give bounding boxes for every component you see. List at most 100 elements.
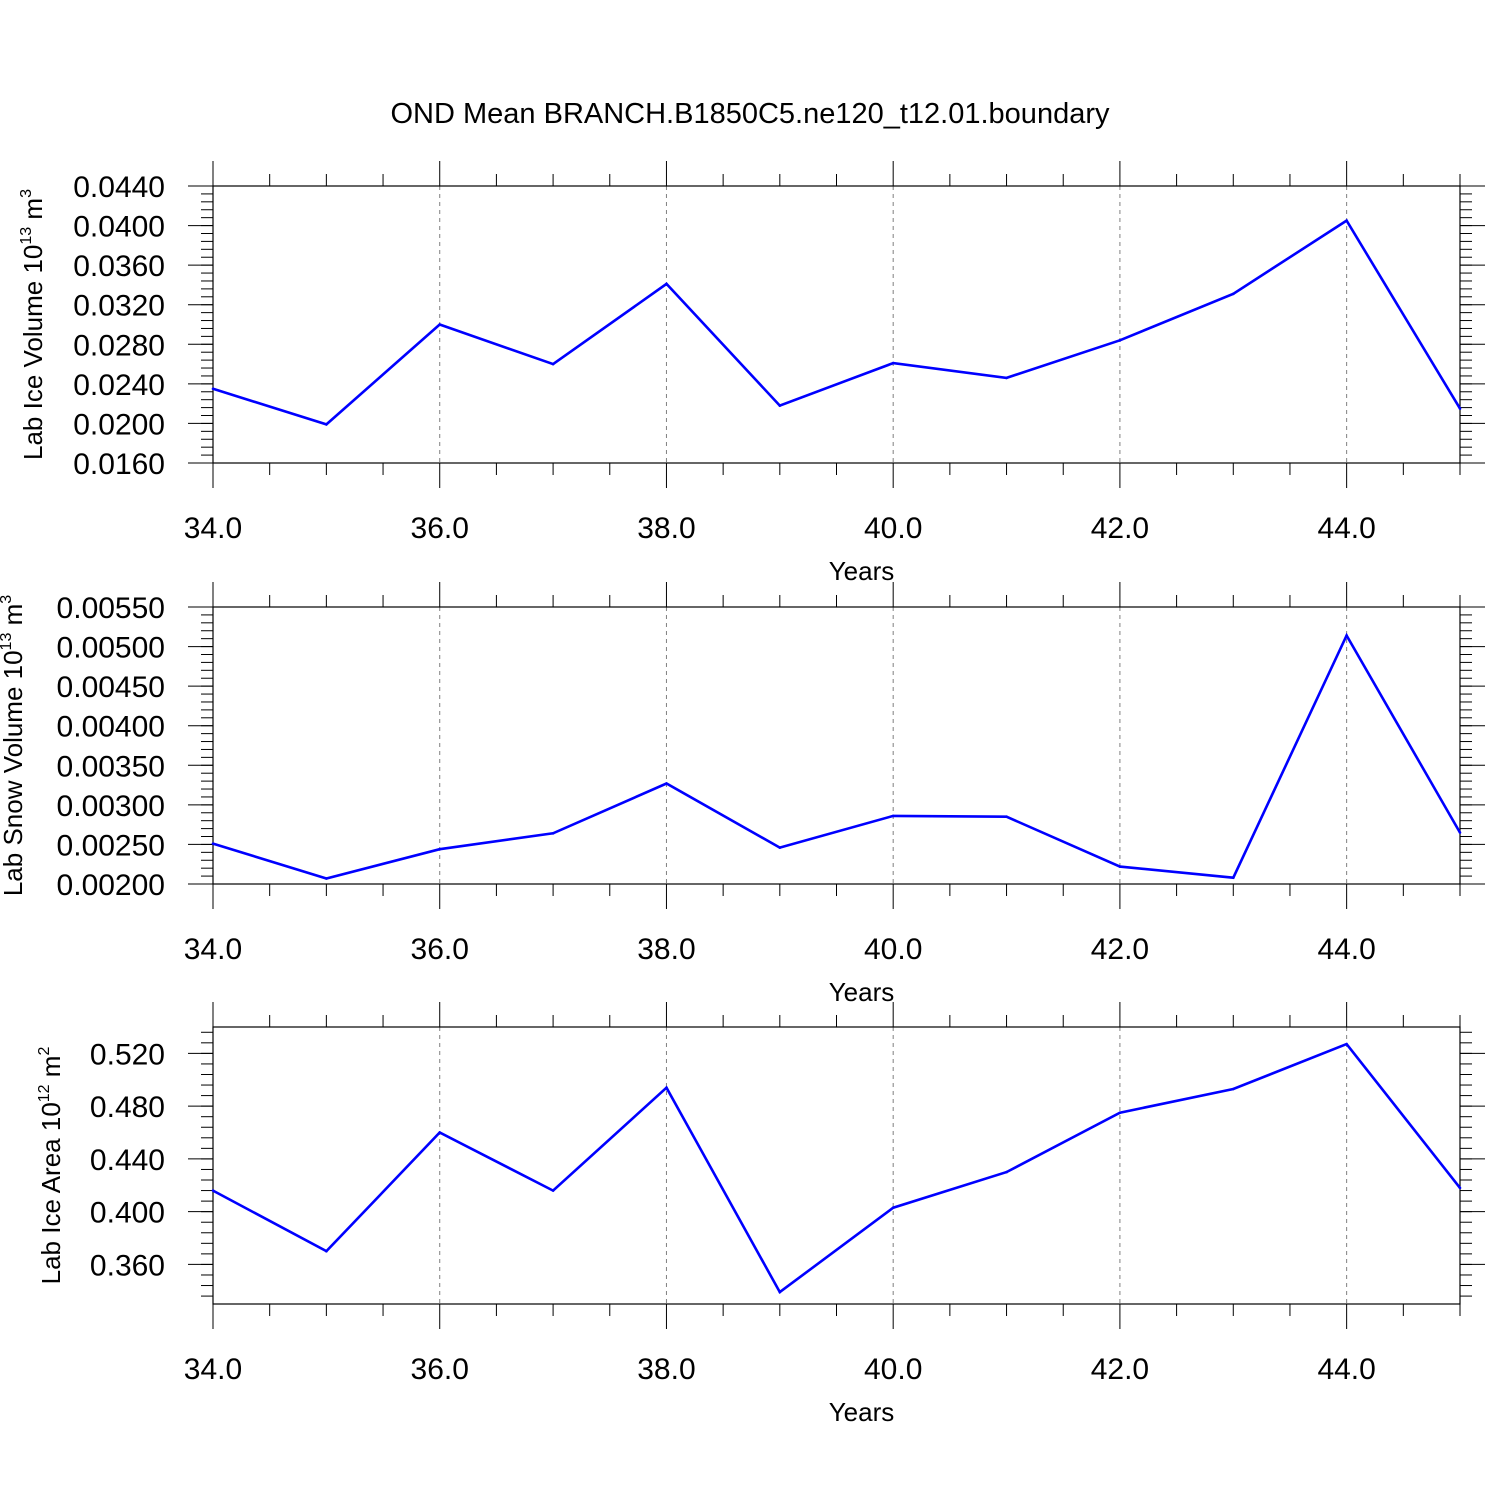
data-point — [1345, 219, 1348, 222]
y-tick-label: 0.0320 — [73, 290, 165, 323]
data-point — [1458, 1186, 1462, 1190]
y-axis-title-unit: m — [18, 198, 48, 227]
data-point — [211, 1189, 215, 1192]
y-axis-title-unit-exponent: 2 — [36, 1047, 53, 1056]
data-point — [1118, 865, 1122, 868]
data-point — [778, 846, 782, 849]
y-axis-title-main: Lab Ice Volume 10 — [18, 245, 48, 460]
data-point — [1345, 634, 1348, 637]
y-tick-label: 0.0280 — [73, 329, 165, 362]
y-axis-title-unit: m — [36, 1056, 66, 1085]
y-tick-label: 0.0200 — [73, 408, 165, 441]
y-axis-title-main: Lab Ice Area 10 — [36, 1102, 66, 1284]
y-tick-label: 0.0400 — [73, 211, 165, 244]
y-tick-label: 0.00250 — [57, 829, 165, 862]
chart-title: OND Mean BRANCH.B1850C5.ne120_t12.01.bou… — [391, 98, 1110, 130]
y-axis-title-exponent: 13 — [0, 633, 15, 651]
data-point — [891, 361, 895, 365]
y-tick-label: 0.400 — [90, 1197, 165, 1230]
series-line — [212, 632, 1462, 880]
x-tick-label: 42.0 — [1091, 1353, 1149, 1386]
data-point — [211, 387, 215, 391]
y-tick-label: 0.0360 — [73, 250, 165, 283]
y-axis-title: Lab Ice Area 1012 m2 — [36, 1047, 66, 1285]
x-tick-label: 36.0 — [411, 1353, 469, 1386]
data-point — [551, 1189, 555, 1192]
panels: 34.0 36.0 38.0 40.0 42.0 44.0 Years 0.0160 0.020… — [0, 161, 1485, 1427]
data-point — [1005, 376, 1008, 380]
data-point — [1231, 292, 1235, 296]
x-tick-label: 44.0 — [1317, 933, 1375, 966]
x-axis-title: Years — [829, 1397, 895, 1427]
y-axis-title-unit: m — [0, 604, 28, 633]
x-tick-label: 44.0 — [1317, 512, 1375, 545]
y-axis-title: Lab Ice Volume 1013 m3 — [18, 189, 48, 460]
y-tick-label: 0.00400 — [57, 711, 165, 744]
x-axis-title: Years — [829, 556, 895, 586]
y-tick-label: 0.00500 — [57, 632, 165, 665]
data-point — [325, 1249, 328, 1253]
data-point — [1118, 1111, 1122, 1115]
series-line — [212, 218, 1462, 426]
y-tick-label: 0.0160 — [73, 448, 165, 481]
data-point — [1231, 876, 1235, 879]
data-point — [1458, 407, 1462, 410]
x-tick-label: 36.0 — [411, 512, 469, 545]
y-tick-label: 0.00450 — [57, 671, 165, 704]
data-point — [438, 323, 442, 326]
data-point — [438, 1131, 442, 1134]
plot-frame — [212, 1026, 1461, 1305]
x-tick-label: 42.0 — [1091, 512, 1149, 545]
y-axis-title-unit-exponent: 3 — [0, 595, 15, 604]
y-axis-title-main: Lab Snow Volume 10 — [0, 650, 28, 896]
data-point — [1458, 831, 1462, 834]
x-tick-label: 38.0 — [637, 933, 695, 966]
x-tick-label: 44.0 — [1317, 1353, 1375, 1386]
x-tick-label: 34.0 — [184, 1353, 242, 1386]
x-tick-label: 40.0 — [864, 1353, 922, 1386]
series-line — [212, 1042, 1462, 1295]
data-point — [325, 423, 328, 426]
y-tick-label: 0.00200 — [57, 869, 165, 902]
data-point — [891, 814, 895, 818]
x-tick-label: 34.0 — [184, 512, 242, 545]
panel-1: 34.0 36.0 38.0 40.0 42.0 44.0 Years 0.0160 0.020… — [18, 161, 1485, 586]
y-tick-label: 0.00550 — [57, 592, 165, 625]
x-tick-label: 38.0 — [637, 1353, 695, 1386]
data-point — [211, 842, 215, 845]
y-axis-title-exponent: 13 — [18, 227, 35, 245]
data-point — [438, 847, 442, 851]
data-point — [1005, 815, 1008, 819]
y-tick-label: 0.520 — [90, 1038, 165, 1071]
y-tick-label: 0.0240 — [73, 369, 165, 402]
y-tick-label: 0.00300 — [57, 790, 165, 823]
data-point — [665, 282, 668, 286]
x-tick-label: 40.0 — [864, 512, 922, 545]
y-axis-title: Lab Snow Volume 1013 m3 — [0, 595, 28, 896]
x-axis-title: Years — [829, 977, 895, 1007]
x-tick-label: 42.0 — [1091, 933, 1149, 966]
data-point — [891, 1206, 895, 1210]
data-point — [778, 404, 782, 407]
x-tick-label: 40.0 — [864, 933, 922, 966]
plot-frame — [212, 606, 1461, 885]
y-tick-label: 0.0440 — [73, 171, 165, 204]
data-point — [1005, 1170, 1008, 1174]
data-point — [778, 1290, 782, 1294]
x-tick-label: 38.0 — [637, 512, 695, 545]
y-tick-label: 0.360 — [90, 1249, 165, 1282]
panel-2: 34.0 36.0 38.0 40.0 42.0 44.0 Years 0.00200 0.00… — [0, 582, 1485, 1007]
y-tick-label: 0.480 — [90, 1091, 165, 1124]
data-point — [1118, 339, 1122, 342]
data-point — [551, 832, 555, 835]
data-point — [665, 1086, 668, 1089]
y-axis-title-unit-exponent: 3 — [18, 189, 35, 198]
x-tick-label: 36.0 — [411, 933, 469, 966]
y-axis-title-exponent: 12 — [36, 1084, 53, 1102]
data-point — [665, 782, 668, 785]
y-tick-label: 0.00350 — [57, 750, 165, 783]
panel-3: 34.0 36.0 38.0 40.0 42.0 44.0 Years 0.360 0.400 0… — [36, 1002, 1485, 1427]
data-point — [1231, 1087, 1235, 1091]
y-tick-label: 0.440 — [90, 1144, 165, 1177]
